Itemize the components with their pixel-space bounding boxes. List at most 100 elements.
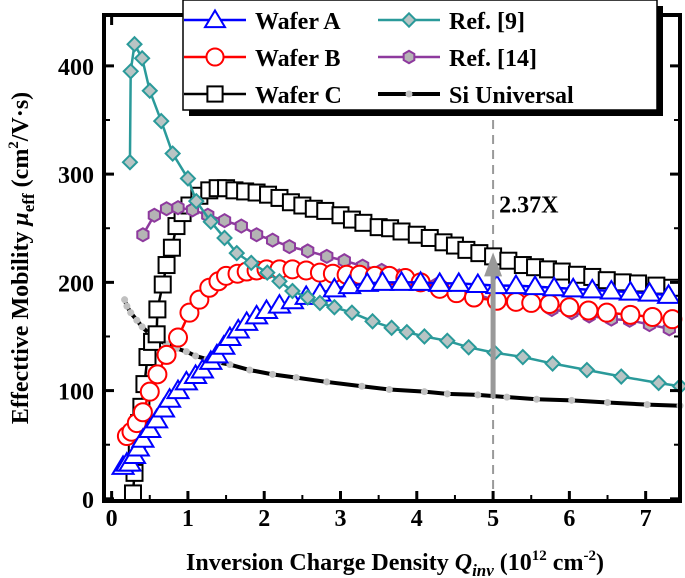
data-point-si-universal bbox=[133, 316, 141, 324]
y-tick-label: 0 bbox=[82, 488, 94, 514]
data-point-wafer-b bbox=[168, 327, 189, 348]
x-axis-unit-prefix: (10 bbox=[500, 550, 532, 576]
data-point-si-universal bbox=[269, 370, 277, 378]
data-point-ref-9 bbox=[284, 282, 301, 300]
data-point-ref-9 bbox=[438, 332, 456, 350]
legend-label: Wafer C bbox=[255, 83, 342, 109]
data-point-si-universal bbox=[604, 399, 612, 407]
data-point-wafer-b bbox=[596, 302, 617, 323]
y-axis-label: Effecttive Mobility bbox=[8, 226, 34, 425]
data-point-ref-9 bbox=[364, 312, 381, 330]
legend-item-si-universal: Si Universal bbox=[378, 83, 574, 109]
data-point-ref-9 bbox=[228, 244, 246, 262]
data-point-wafer-c bbox=[147, 325, 166, 344]
data-point-wafer-c bbox=[552, 262, 571, 281]
data-point-wafer-b bbox=[539, 294, 560, 315]
legend-marker-diamond-icon bbox=[400, 11, 418, 29]
y-axis-unit-exp: 2 bbox=[6, 141, 22, 149]
data-point-ref-9 bbox=[242, 254, 260, 272]
x-axis-unit-suffix: ) bbox=[596, 550, 604, 576]
x-axis-label: Inversion Charge Density bbox=[186, 550, 449, 576]
data-point-si-universal bbox=[323, 378, 331, 386]
data-point-ref-9 bbox=[133, 49, 151, 67]
data-point-ref-14 bbox=[171, 200, 185, 216]
data-point-ref-9 bbox=[299, 289, 317, 306]
data-point-wafer-b bbox=[156, 344, 177, 365]
legend-marker-dot-icon bbox=[405, 90, 413, 98]
data-point-ref-9 bbox=[343, 304, 361, 322]
x-tick-label: 0 bbox=[106, 506, 118, 532]
data-point-si-universal bbox=[292, 374, 300, 382]
x-tick-label: 5 bbox=[487, 506, 499, 532]
data-point-ref-9 bbox=[141, 82, 159, 100]
series-ref-9 bbox=[121, 35, 685, 395]
data-point-si-universal bbox=[358, 382, 366, 390]
data-point-ref-14 bbox=[320, 248, 334, 265]
data-point-si-universal bbox=[443, 390, 451, 398]
legend-label: Ref. [9] bbox=[449, 9, 525, 35]
data-point-ref-14 bbox=[234, 218, 248, 234]
plot-marks bbox=[110, 15, 685, 503]
data-point-si-universal bbox=[121, 296, 129, 304]
data-point-ref-9 bbox=[258, 264, 276, 282]
legend: Wafer A Ref. [9] Wafer B Ref. [14] Wafer C Si… bbox=[182, 0, 663, 116]
data-point-wafer-b bbox=[132, 402, 153, 423]
data-point-si-universal bbox=[420, 388, 428, 396]
data-point-ref-14 bbox=[249, 227, 264, 243]
x-tick-label: 3 bbox=[335, 506, 347, 532]
data-point-si-universal bbox=[138, 323, 146, 331]
data-point-wafer-a bbox=[618, 280, 643, 301]
y-axis-title: Effecttive Mobility μeff (cm2/V·s) bbox=[6, 92, 38, 424]
data-point-si-universal bbox=[182, 348, 190, 356]
data-point-wafer-c bbox=[157, 256, 176, 275]
x-axis-symbol-sub: inv bbox=[472, 561, 494, 578]
data-point-si-universal bbox=[568, 396, 576, 404]
data-point-si-universal bbox=[533, 395, 541, 403]
data-point-ref-9 bbox=[311, 294, 329, 312]
x-tick-label: 4 bbox=[411, 506, 423, 532]
series-wafer-a bbox=[110, 270, 681, 475]
data-point-wafer-a bbox=[446, 271, 472, 292]
annotation-label: 2.37X bbox=[499, 193, 559, 219]
data-point-ref-9 bbox=[544, 355, 562, 372]
data-point-wafer-a bbox=[560, 276, 586, 298]
y-tick-label: 200 bbox=[58, 271, 94, 297]
data-point-ref-14 bbox=[282, 238, 297, 255]
data-point-si-universal bbox=[123, 302, 131, 310]
y-axis-symbol-sub: eff bbox=[19, 193, 38, 212]
data-point-wafer-a bbox=[465, 272, 491, 294]
legend-item-wafer-a: Wafer A bbox=[184, 8, 341, 35]
data-point-ref-14 bbox=[217, 213, 232, 229]
legend-marker-triangle-icon bbox=[203, 8, 227, 29]
legend-marker-square-icon bbox=[206, 85, 224, 103]
legend-label: Si Universal bbox=[449, 83, 574, 109]
data-point-ref-9 bbox=[460, 338, 478, 356]
data-point-wafer-b bbox=[578, 300, 599, 321]
data-point-ref-14 bbox=[159, 201, 174, 217]
x-tick-label: 1 bbox=[182, 506, 194, 532]
data-point-si-universal bbox=[246, 366, 254, 374]
ratio-arrow-head bbox=[484, 252, 503, 277]
y-tick-label: 400 bbox=[58, 55, 94, 81]
x-tick-label: 7 bbox=[640, 506, 652, 532]
annotation: 2.37X bbox=[499, 193, 559, 219]
data-point-ref-9 bbox=[122, 62, 140, 80]
y-axis-unit-suffix: /V·s) bbox=[8, 92, 34, 142]
data-point-wafer-c bbox=[392, 222, 411, 241]
data-point-wafer-a bbox=[354, 271, 380, 292]
data-point-ref-9 bbox=[612, 368, 630, 385]
data-point-wafer-b bbox=[642, 306, 663, 327]
data-point-wafer-b bbox=[521, 292, 542, 313]
data-point-wafer-a bbox=[503, 273, 529, 295]
data-point-ref-9 bbox=[578, 361, 596, 379]
data-point-ref-9 bbox=[152, 112, 170, 130]
x-axis-symbol: Q bbox=[455, 550, 472, 576]
x-axis-unit-exp2: -2 bbox=[583, 548, 596, 564]
data-point-wafer-c bbox=[354, 213, 373, 232]
data-point-si-universal bbox=[385, 386, 393, 394]
data-point-ref-14 bbox=[147, 207, 161, 223]
data-point-wafer-a bbox=[408, 270, 433, 291]
data-point-si-universal bbox=[643, 401, 651, 409]
data-point-wafer-c bbox=[153, 275, 172, 294]
